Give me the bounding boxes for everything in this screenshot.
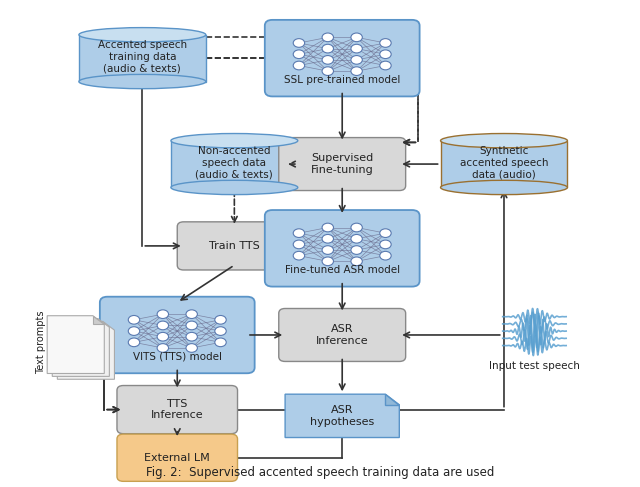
- FancyBboxPatch shape: [117, 434, 237, 481]
- Circle shape: [351, 257, 362, 265]
- Text: ASR
hypotheses: ASR hypotheses: [310, 405, 374, 427]
- Polygon shape: [58, 321, 115, 379]
- Circle shape: [380, 240, 391, 249]
- FancyBboxPatch shape: [177, 222, 291, 270]
- Circle shape: [293, 61, 305, 70]
- Text: TTS
Inference: TTS Inference: [151, 399, 204, 420]
- Circle shape: [351, 234, 362, 243]
- Circle shape: [322, 56, 333, 64]
- Circle shape: [128, 316, 140, 324]
- Circle shape: [186, 344, 197, 352]
- Circle shape: [322, 246, 333, 254]
- Circle shape: [128, 338, 140, 347]
- Text: Supervised
Fine-tuning: Supervised Fine-tuning: [311, 153, 374, 175]
- Circle shape: [215, 327, 226, 336]
- Polygon shape: [47, 316, 104, 374]
- Polygon shape: [52, 318, 109, 376]
- Bar: [79, 35, 206, 81]
- Polygon shape: [93, 316, 104, 324]
- Circle shape: [380, 251, 391, 260]
- Ellipse shape: [171, 133, 298, 148]
- Circle shape: [322, 234, 333, 243]
- Circle shape: [380, 229, 391, 238]
- Bar: [440, 141, 568, 187]
- Circle shape: [380, 50, 391, 58]
- Circle shape: [351, 67, 362, 75]
- FancyBboxPatch shape: [265, 210, 420, 286]
- Circle shape: [351, 56, 362, 64]
- Circle shape: [293, 240, 305, 249]
- Circle shape: [293, 38, 305, 47]
- Circle shape: [293, 229, 305, 238]
- Text: Accented speech
training data
(audio & texts): Accented speech training data (audio & t…: [98, 40, 187, 74]
- FancyBboxPatch shape: [265, 20, 420, 96]
- Circle shape: [186, 310, 197, 318]
- Circle shape: [380, 38, 391, 47]
- Text: ASR
Inference: ASR Inference: [316, 324, 369, 346]
- Bar: [171, 141, 298, 187]
- Circle shape: [293, 50, 305, 58]
- Text: Fine-tuned ASR model: Fine-tuned ASR model: [285, 265, 400, 275]
- Text: VITS (TTS) model: VITS (TTS) model: [132, 352, 221, 362]
- Text: Input test speech: Input test speech: [489, 361, 580, 372]
- Circle shape: [322, 33, 333, 42]
- Ellipse shape: [440, 133, 568, 148]
- Ellipse shape: [79, 75, 206, 89]
- Circle shape: [322, 67, 333, 75]
- Circle shape: [380, 61, 391, 70]
- Text: Synthetic
accented speech
data (audio): Synthetic accented speech data (audio): [460, 146, 548, 179]
- Text: External LM: External LM: [145, 453, 210, 463]
- Circle shape: [322, 44, 333, 53]
- Circle shape: [128, 327, 140, 336]
- Ellipse shape: [171, 180, 298, 195]
- Circle shape: [157, 321, 168, 330]
- FancyBboxPatch shape: [279, 308, 406, 361]
- Circle shape: [351, 33, 362, 42]
- Circle shape: [186, 332, 197, 341]
- Text: Text prompts: Text prompts: [36, 310, 46, 374]
- Text: Fig. 2:  Supervised accented speech training data are used: Fig. 2: Supervised accented speech train…: [146, 467, 494, 479]
- Circle shape: [351, 246, 362, 254]
- Polygon shape: [385, 394, 399, 405]
- Ellipse shape: [440, 180, 568, 195]
- FancyBboxPatch shape: [279, 138, 406, 190]
- Circle shape: [293, 251, 305, 260]
- Text: Non-accented
speech data
(audio & texts): Non-accented speech data (audio & texts): [195, 146, 273, 179]
- Circle shape: [322, 223, 333, 232]
- Circle shape: [351, 44, 362, 53]
- Circle shape: [351, 223, 362, 232]
- Circle shape: [322, 257, 333, 265]
- FancyBboxPatch shape: [100, 297, 255, 373]
- Text: SSL pre-trained model: SSL pre-trained model: [284, 75, 401, 85]
- Ellipse shape: [79, 28, 206, 42]
- Circle shape: [215, 316, 226, 324]
- FancyBboxPatch shape: [117, 386, 237, 433]
- Circle shape: [157, 332, 168, 341]
- Circle shape: [157, 310, 168, 318]
- Polygon shape: [285, 394, 399, 437]
- Circle shape: [215, 338, 226, 347]
- Circle shape: [157, 344, 168, 352]
- Text: Train TTS: Train TTS: [209, 241, 260, 251]
- Circle shape: [186, 321, 197, 330]
